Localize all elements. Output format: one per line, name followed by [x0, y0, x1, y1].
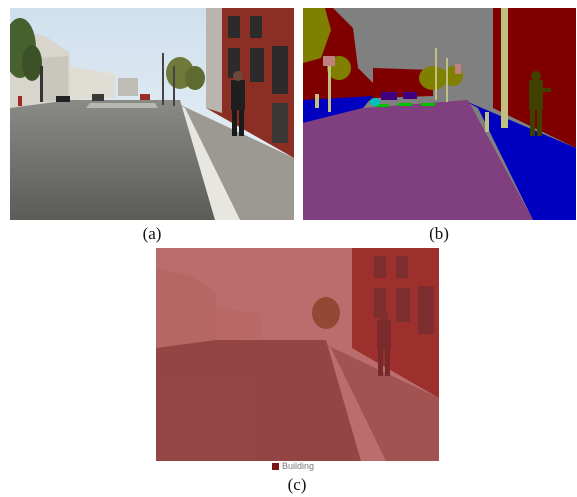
legend-label: Building: [282, 461, 315, 471]
street-scene-image: [10, 8, 294, 220]
building-overlay-image: [156, 248, 439, 461]
segmentation-map-image: [303, 8, 576, 220]
legend-swatch: [272, 462, 279, 470]
caption-a: (a): [142, 224, 162, 243]
legend: Building: [272, 459, 314, 473]
caption-b: (b): [429, 224, 449, 243]
caption-c: (c): [287, 475, 307, 494]
